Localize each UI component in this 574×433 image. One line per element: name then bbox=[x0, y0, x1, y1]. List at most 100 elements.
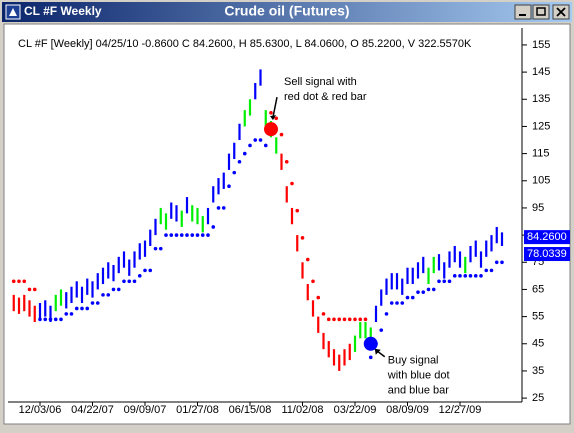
stop-dot bbox=[494, 260, 499, 265]
stop-dot bbox=[164, 233, 168, 237]
signal-label: Buy signal bbox=[388, 355, 439, 367]
stop-dot bbox=[263, 143, 268, 148]
x-tick-label: 01/27/08 bbox=[176, 404, 219, 416]
stop-dot bbox=[143, 268, 147, 273]
stop-dot bbox=[116, 287, 121, 292]
stop-dot bbox=[242, 151, 247, 156]
stop-dot bbox=[137, 274, 142, 278]
x-tick-label: 04/22/07 bbox=[71, 404, 114, 416]
stop-dot bbox=[326, 317, 331, 322]
chart-area bbox=[3, 23, 571, 425]
stop-dot bbox=[395, 301, 399, 305]
stop-dot bbox=[421, 290, 426, 294]
stop-dot bbox=[416, 290, 420, 294]
x-tick-label: 08/09/09 bbox=[386, 404, 429, 416]
stop-dot bbox=[431, 287, 436, 292]
stop-dot bbox=[337, 317, 342, 322]
stop-dot bbox=[358, 317, 363, 322]
stop-dot bbox=[468, 274, 473, 278]
stop-dot bbox=[437, 279, 441, 284]
stop-dot bbox=[426, 287, 431, 292]
stop-dot bbox=[148, 268, 153, 273]
stop-dot bbox=[500, 260, 504, 265]
stop-dot bbox=[111, 287, 116, 292]
x-tick-label: 09/09/07 bbox=[124, 404, 167, 416]
y-tick-label: 135 bbox=[532, 93, 550, 105]
last-value-label: 78.0339 bbox=[527, 248, 567, 260]
stop-dot bbox=[185, 233, 189, 237]
stop-dot bbox=[53, 317, 58, 322]
stop-dot bbox=[90, 301, 95, 305]
y-tick-label: 155 bbox=[532, 39, 550, 51]
stop-dot bbox=[153, 246, 158, 251]
stop-dot bbox=[279, 132, 284, 137]
y-tick-label: 25 bbox=[532, 392, 544, 404]
stop-dot bbox=[489, 268, 494, 273]
stop-dot bbox=[295, 208, 300, 213]
stop-dot bbox=[368, 355, 373, 360]
maximize-glyph bbox=[536, 7, 546, 16]
stop-dot bbox=[248, 143, 252, 148]
stop-dot bbox=[284, 159, 289, 164]
stop-dot bbox=[122, 279, 126, 284]
y-tick-label: 145 bbox=[532, 66, 550, 78]
stop-dot bbox=[169, 233, 174, 237]
stop-dot bbox=[305, 257, 310, 262]
stop-dot bbox=[274, 116, 279, 121]
stop-dot bbox=[410, 295, 415, 300]
stop-dot bbox=[132, 279, 137, 284]
signal-label: red dot & red bar bbox=[284, 91, 367, 103]
stop-dot bbox=[48, 317, 53, 322]
stop-dot bbox=[463, 274, 468, 278]
stop-dot bbox=[216, 206, 221, 210]
close-glyph bbox=[556, 7, 566, 17]
stop-dot bbox=[127, 279, 132, 284]
title-bar bbox=[2, 2, 572, 22]
stop-dot bbox=[400, 301, 405, 305]
stop-dot bbox=[32, 287, 37, 292]
stop-dot bbox=[43, 317, 48, 322]
stop-dot bbox=[95, 301, 100, 305]
stop-dot bbox=[211, 225, 216, 229]
stop-dot bbox=[27, 287, 32, 292]
stop-dot bbox=[38, 317, 42, 322]
x-tick-label: 03/22/09 bbox=[334, 404, 377, 416]
stop-dot bbox=[200, 233, 205, 237]
stop-dot bbox=[195, 233, 200, 237]
stop-dot bbox=[232, 170, 237, 175]
stop-dot bbox=[221, 206, 226, 210]
signal-label: with blue dot bbox=[387, 370, 450, 382]
signal-label: Sell signal with bbox=[284, 76, 357, 88]
signal-arrow bbox=[272, 97, 278, 118]
stop-dot bbox=[290, 181, 294, 186]
chart-subtitle: CL #F [Weekly] 04/25/10 -0.8600 C 84.260… bbox=[18, 38, 472, 50]
x-tick-label: 12/03/06 bbox=[19, 404, 62, 416]
stop-dot bbox=[69, 312, 74, 316]
minimize-button[interactable] bbox=[514, 4, 532, 20]
stop-dot bbox=[64, 312, 69, 316]
stop-dot bbox=[484, 268, 489, 273]
maximize-button[interactable] bbox=[532, 4, 550, 20]
window-buttons[interactable] bbox=[514, 4, 570, 20]
stop-dot bbox=[22, 279, 27, 284]
stop-dot bbox=[237, 159, 242, 164]
stop-dot bbox=[300, 236, 305, 240]
stop-dot bbox=[389, 301, 394, 305]
stop-dot bbox=[11, 279, 16, 284]
signal-arrowhead bbox=[270, 115, 276, 121]
chart-title: Crude oil (Futures) bbox=[224, 3, 349, 19]
stop-dot bbox=[458, 274, 462, 278]
stop-dot bbox=[59, 317, 63, 322]
stop-dot bbox=[332, 317, 336, 322]
stop-dot bbox=[353, 317, 357, 322]
stop-dot bbox=[101, 293, 105, 297]
stop-dot bbox=[253, 138, 258, 142]
stop-dot bbox=[347, 317, 352, 322]
stop-dot bbox=[74, 306, 79, 311]
stop-dot bbox=[479, 274, 483, 278]
stop-dot bbox=[269, 111, 273, 115]
y-tick-label: 65 bbox=[532, 283, 544, 295]
last-value-label: 84.2600 bbox=[527, 231, 567, 243]
stop-dot bbox=[442, 279, 447, 284]
